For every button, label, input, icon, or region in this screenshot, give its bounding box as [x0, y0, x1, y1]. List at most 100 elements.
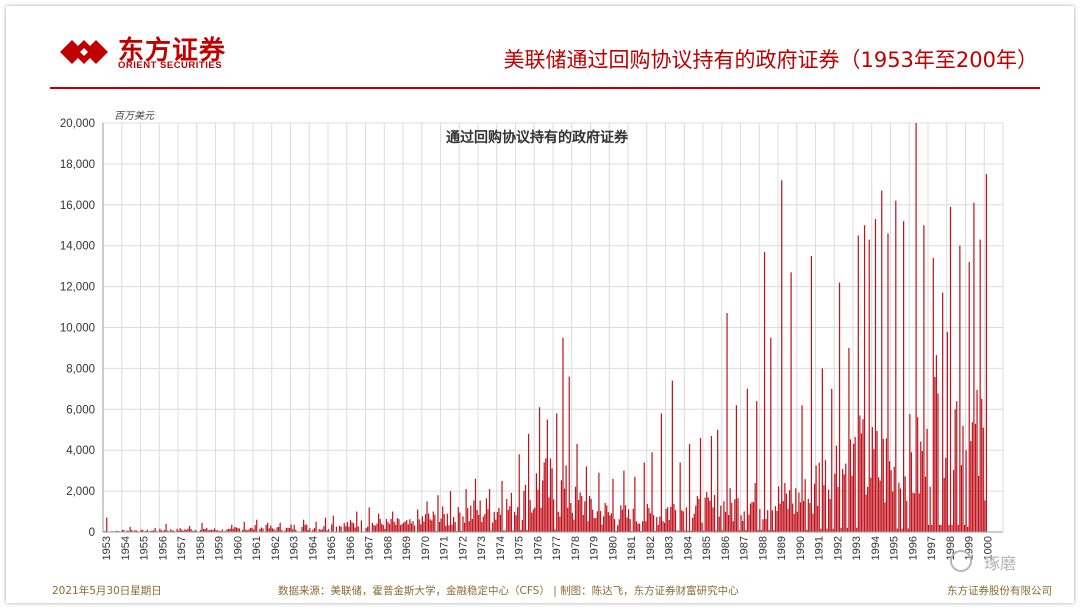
monthly-bar: [115, 530, 117, 532]
monthly-bar: [357, 526, 359, 532]
monthly-bar: [218, 530, 220, 532]
x-tick-label: 1968: [382, 536, 394, 560]
monthly-bar: [420, 524, 422, 532]
monthly-bar: [231, 524, 233, 532]
monthly-bar: [682, 511, 684, 532]
monthly-bar: [818, 462, 820, 532]
monthly-bar: [251, 527, 253, 532]
monthly-bar: [232, 528, 234, 532]
monthly-bar: [587, 521, 589, 532]
x-tick-label: 1994: [870, 536, 882, 560]
monthly-bar: [332, 515, 334, 532]
monthly-bar: [517, 507, 519, 532]
monthly-bar: [373, 524, 375, 532]
monthly-bar: [579, 492, 581, 532]
x-tick-label: 1993: [851, 536, 863, 560]
monthly-bar: [703, 530, 705, 532]
monthly-bar: [376, 523, 378, 532]
monthly-bar: [507, 509, 509, 532]
company-logo: 东方证券 ORIENT SECURITIES: [56, 30, 266, 74]
monthly-bar: [281, 530, 283, 532]
x-tick-label: 1971: [439, 536, 451, 560]
x-tick-label: 1980: [607, 536, 619, 560]
monthly-bar: [481, 522, 483, 532]
monthly-bar: [360, 520, 363, 532]
monthly-bar: [609, 515, 611, 532]
monthly-bar: [657, 524, 659, 532]
monthly-bar: [531, 512, 533, 532]
monthly-bar: [688, 444, 691, 532]
monthly-bar: [453, 517, 455, 532]
monthly-bar: [665, 509, 667, 532]
monthly-bar: [520, 530, 522, 532]
monthly-bar: [826, 528, 828, 532]
monthly-bar: [249, 527, 252, 532]
monthly-bar: [838, 282, 841, 532]
monthly-bar: [937, 393, 939, 532]
x-tick-label: 1989: [776, 536, 788, 560]
monthly-bar: [612, 478, 614, 532]
monthly-bar: [907, 528, 909, 532]
monthly-bar: [790, 272, 792, 532]
x-tick-label: 1954: [120, 536, 132, 560]
monthly-bar: [524, 484, 527, 532]
monthly-bar: [871, 427, 873, 532]
monthly-bar: [901, 528, 903, 532]
monthly-bar: [943, 477, 945, 532]
monthly-bar: [938, 524, 941, 532]
monthly-bar: [188, 525, 191, 532]
monthly-bar: [121, 529, 123, 532]
monthly-bar: [667, 507, 669, 532]
monthly-bar: [287, 527, 289, 532]
monthly-bar: [984, 500, 986, 532]
monthly-bar: [793, 513, 795, 532]
monthly-bar: [151, 530, 153, 532]
monthly-bar: [228, 529, 230, 532]
monthly-bar: [654, 530, 656, 532]
monthly-bar: [534, 507, 536, 532]
monthly-bar: [437, 495, 439, 532]
monthly-bar: [973, 202, 975, 532]
monthly-bar: [949, 206, 952, 532]
monthly-bar: [418, 519, 420, 532]
monthly-bar: [857, 235, 859, 533]
monthly-bar: [696, 496, 698, 532]
x-tick-label: 1977: [551, 536, 563, 560]
monthly-bar: [365, 528, 367, 532]
monthly-bar: [309, 528, 311, 532]
monthly-bar: [207, 530, 209, 532]
monthly-bar: [246, 530, 248, 532]
monthly-bar: [585, 466, 588, 532]
monthly-bar: [923, 225, 925, 532]
y-axis-ticks: 0 2,000 4,000 6,000 8,000 10,000 12,000 14,000 1…: [60, 118, 95, 539]
y-axis-unit-label: 百万美元: [114, 110, 155, 122]
monthly-bar: [210, 529, 213, 532]
monthly-bar: [649, 513, 652, 532]
monthly-bar: [626, 517, 628, 532]
monthly-bar: [659, 516, 661, 532]
monthly-bar: [576, 444, 578, 532]
monthly-bar: [382, 525, 384, 532]
monthly-bar: [568, 376, 570, 532]
monthly-bar: [221, 529, 223, 532]
monthly-bar: [812, 513, 814, 532]
monthly-bar: [753, 502, 755, 532]
monthly-bar: [690, 530, 692, 532]
monthly-bar: [874, 219, 877, 532]
monthly-bar: [254, 525, 256, 532]
x-tick-label: 1960: [232, 536, 244, 560]
monthly-bar: [767, 510, 769, 532]
monthly-bar: [304, 524, 306, 532]
monthly-bar: [242, 529, 244, 532]
monthly-bar: [676, 530, 678, 532]
monthly-bar: [193, 530, 195, 532]
monthly-bar: [845, 463, 847, 532]
chart-gridlines: [102, 122, 1004, 533]
monthly-bar: [581, 496, 583, 532]
monthly-bar: [385, 518, 388, 532]
x-tick-label: 1986: [720, 536, 732, 560]
monthly-bar: [509, 506, 511, 532]
monthly-bar: [485, 498, 488, 532]
monthly-bar: [712, 507, 714, 532]
monthly-bar: [178, 530, 180, 532]
